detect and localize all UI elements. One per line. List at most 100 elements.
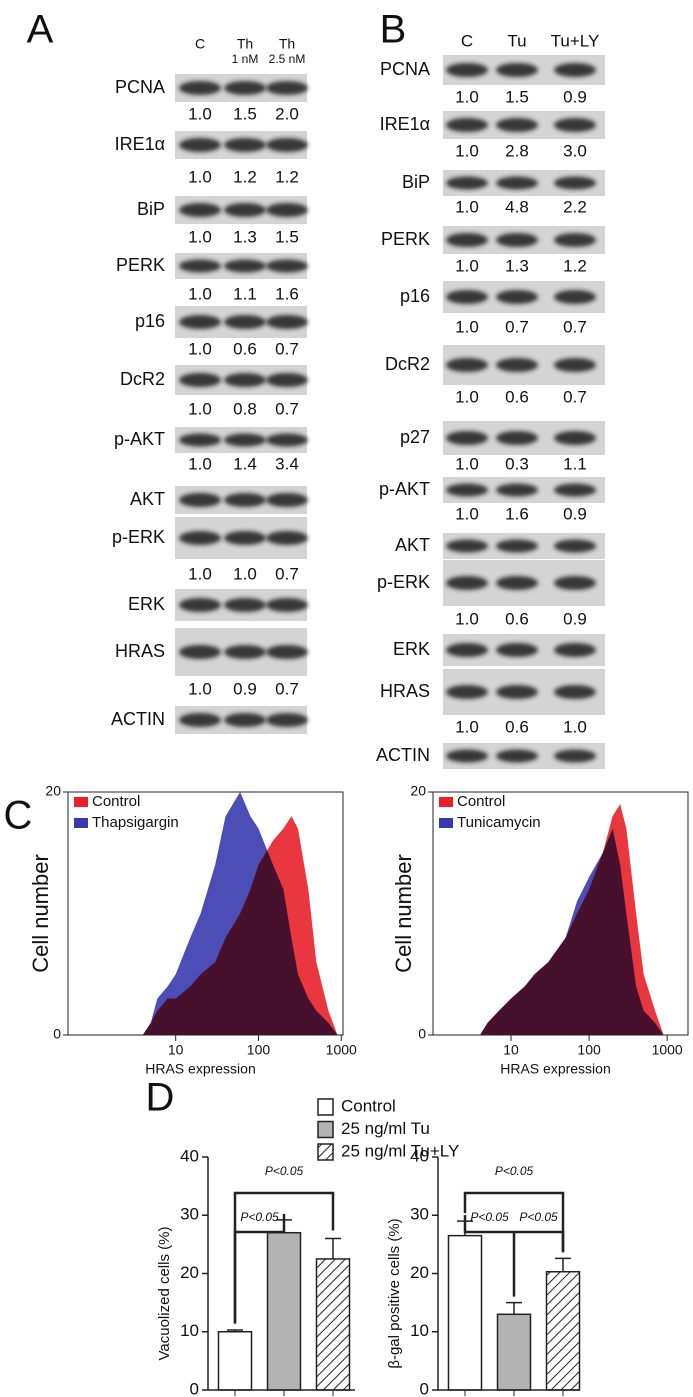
y-tick-label: 40 [410, 1146, 429, 1165]
quantification: 0.9 [563, 87, 587, 106]
bar [315, 1258, 351, 1391]
quantification: 1.0 [188, 454, 212, 473]
bar [217, 1331, 253, 1391]
y-tick-label: 0 [190, 1379, 199, 1397]
quantification: 0.7 [563, 317, 587, 336]
blot-band [266, 598, 308, 612]
x-tick-label: 10 [503, 1042, 519, 1058]
blot-band [266, 373, 308, 387]
blot-band [554, 749, 596, 763]
blot-band [446, 176, 488, 190]
quantification: 0.6 [233, 339, 257, 358]
significance-label: P<0.05 [240, 1210, 279, 1224]
blot-band [446, 358, 488, 372]
protein-label: AKT [130, 489, 165, 509]
quantification: 1.3 [233, 227, 257, 246]
x-axis-label: HRAS expression [145, 1061, 256, 1077]
protein-label: BiP [402, 172, 430, 192]
blot-band [496, 118, 538, 132]
blot-band [179, 493, 221, 507]
quantification: 0.9 [563, 504, 587, 523]
x-tick-label: 100 [247, 1042, 271, 1058]
quantification: 0.7 [275, 399, 299, 418]
bar [266, 1231, 302, 1391]
quantification: 1.5 [505, 87, 529, 106]
quantification: 0.6 [505, 387, 529, 406]
y-tick-label: 0 [418, 1026, 426, 1042]
blot-band [266, 713, 308, 727]
protein-label: DcR2 [385, 354, 430, 374]
blot-band [446, 539, 488, 553]
y-tick-label: 10 [180, 1321, 199, 1340]
blot-band [224, 81, 266, 95]
quantification: 1.0 [188, 167, 212, 186]
significance-bracket [463, 1215, 565, 1297]
x-tick-label: 1000 [326, 1042, 357, 1058]
legend-swatch [439, 818, 453, 828]
quantification: 1.2 [275, 167, 299, 186]
blot-band [554, 685, 596, 699]
quantification: 1.5 [275, 227, 299, 246]
legend-label: Thapsigargin [92, 814, 179, 831]
blot-band [266, 138, 308, 152]
blot-band [179, 259, 221, 273]
histogram-area [142, 792, 338, 1035]
lane-header: C [195, 36, 205, 52]
legend-label: 25 ng/ml Tu [341, 1119, 430, 1138]
blot-band [496, 358, 538, 372]
protein-label: p27 [400, 427, 430, 447]
quantification: 0.7 [275, 564, 299, 583]
quantification: 1.0 [188, 339, 212, 358]
quantification: 1.0 [455, 609, 479, 628]
quantification: 2.8 [505, 141, 529, 160]
blot-band [554, 63, 596, 77]
bar [496, 1313, 532, 1391]
quantification: 0.7 [505, 317, 529, 336]
blot-band [554, 576, 596, 590]
blot-band [554, 118, 596, 132]
blot-band [224, 138, 266, 152]
quantification: 1.0 [188, 227, 212, 246]
protein-label: ERK [393, 639, 430, 659]
quantification: 2.2 [563, 197, 587, 216]
quantification: 1.0 [563, 717, 587, 736]
quantification: 0.9 [563, 609, 587, 628]
blot-band [224, 645, 266, 659]
blot-band [266, 203, 308, 217]
blot-band [496, 483, 538, 497]
panel-label: D [146, 1076, 175, 1120]
blot-band [224, 433, 266, 447]
panel-label: A [27, 8, 54, 52]
blot-band [179, 598, 221, 612]
quantification: 3.4 [275, 454, 299, 473]
quantification: 2.0 [275, 104, 299, 123]
y-tick-label: 30 [180, 1205, 199, 1224]
legend-swatch [317, 1120, 334, 1139]
quantification: 1.0 [188, 399, 212, 418]
protein-label: HRAS [115, 641, 165, 661]
protein-label: p16 [135, 311, 165, 331]
blot-band [496, 63, 538, 77]
blot-band [179, 531, 221, 545]
quantification: 0.7 [563, 387, 587, 406]
significance-label: P<0.05 [470, 1210, 509, 1224]
lane-header: 1 nM [232, 52, 259, 66]
blot-band [496, 749, 538, 763]
y-tick-label: 0 [53, 1026, 61, 1042]
protein-label: AKT [395, 535, 430, 555]
blot-band [224, 531, 266, 545]
blot-band [554, 358, 596, 372]
blot-band [224, 203, 266, 217]
blot-band [179, 713, 221, 727]
blot-band [179, 315, 221, 329]
quantification: 4.8 [505, 197, 529, 216]
blot-band [554, 290, 596, 304]
significance-bracket [463, 1191, 565, 1251]
quantification: 1.2 [563, 256, 587, 275]
blot-band [496, 539, 538, 553]
quantification: 1.0 [455, 317, 479, 336]
quantification: 1.4 [233, 454, 257, 473]
y-axis-label: Cell number [28, 854, 53, 973]
lane-header: Tu+LY [551, 31, 600, 50]
y-tick-label: 20 [180, 1263, 199, 1282]
